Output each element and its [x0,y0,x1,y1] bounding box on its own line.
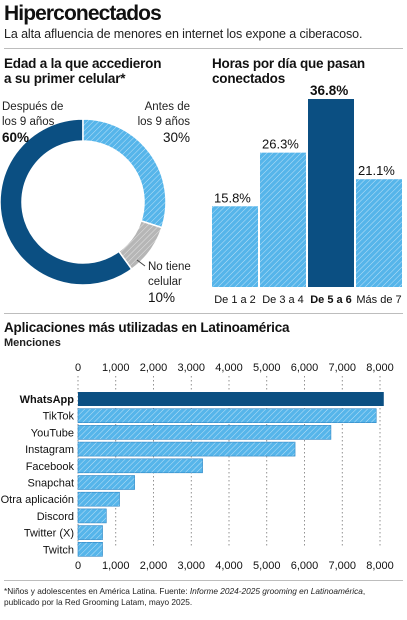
apps-category-label: Snapchat [28,478,74,490]
middle-divider [4,313,403,314]
donut-label-line2: los 9 años [2,116,55,128]
apps-tick-label-bottom: 8,000 [366,560,394,572]
apps-section-subtitle: Menciones [4,337,61,349]
apps-bar [77,508,107,524]
apps-tick-label-bottom: 3,000 [177,560,205,572]
top-divider [4,48,403,49]
apps-tick-label-bottom: 5,000 [253,560,281,572]
apps-tick-label-bottom: 1,000 [102,560,130,572]
bottom-divider [4,580,403,581]
apps-tick-label-top: 5,000 [253,362,281,374]
donut-label-line1: No tiene [148,261,191,273]
page-title: Hiperconectados [4,2,162,25]
apps-bar [77,408,377,424]
hours-value-label: 36.8% [310,83,348,98]
donut-label-line1: Después de [2,101,63,113]
donut-chart: Después de los 9 años 60% Antes de los 9 año… [0,101,191,305]
apps-tick-label-top: 7,000 [328,362,356,374]
hours-value-label: 26.3% [262,137,299,152]
apps-category-label: WhatsApp [20,394,75,406]
apps-tick-label-bottom: 7,000 [328,560,356,572]
apps-category-label: Twitter (X) [24,528,74,540]
apps-tick-label-bottom: 6,000 [291,560,319,572]
footnote-lead: *Niños y adolescentes en América Latina.… [4,586,190,596]
footnote-source-title: Informe 2024-2025 grooming en Latinoamér… [189,586,363,596]
hours-category-label: De 1 a 2 [214,294,256,306]
apps-category-label: TikTok [43,411,75,423]
hours-category-label: Más de 7 [356,294,401,306]
apps-bar [77,441,296,457]
apps-tick-label-top: 0 [75,362,81,374]
apps-bar [77,458,203,474]
hours-title-line2: conectados [212,71,286,86]
hours-value-label: 15.8% [214,190,251,205]
apps-bar-chart: 0 0 1,000 1,000 2,000 2,000 3,000 3,000 4,000 4,0… [1,362,394,572]
hours-value-label: 21.1% [358,163,395,178]
apps-tick-label-top: 2,000 [140,362,168,374]
apps-tick-label-bottom: 4,000 [215,560,243,572]
hours-category-label: De 3 a 4 [262,294,304,306]
hours-bar [356,179,402,287]
hours-title-line1: Horas por día que pasan [212,56,365,71]
donut-section-title: Edad a la que accedieron a su primer cel… [4,56,161,86]
apps-tick-label-top: 6,000 [291,362,319,374]
apps-tick-label-top: 3,000 [177,362,205,374]
apps-bar [77,475,135,490]
apps-bar [77,491,120,507]
footnote-tail: , publicado por la Red Grooming Latam, m… [4,586,366,607]
apps-category-label: Twitch [43,544,74,556]
apps-category-label: YouTube [31,427,74,439]
apps-bar [77,525,103,540]
donut-title-line1: Edad a la que accedieron [4,56,162,71]
apps-category-label: Facebook [26,461,75,473]
apps-bar [78,392,384,406]
donut-value-label: 60% [2,130,29,145]
apps-bar [77,425,332,440]
donut-slice [82,118,167,229]
hours-bar [308,99,354,287]
apps-tick-label-bottom: 0 [75,560,81,572]
apps-category-label: Instagram [25,444,74,456]
donut-value-label: 10% [148,290,175,305]
apps-category-label: Otra aplicación [1,494,74,506]
hours-bar [212,206,258,287]
apps-tick-label-top: 8,000 [366,362,394,374]
apps-section-title: Aplicaciones más utilizadas en Latinoamé… [4,320,290,335]
donut-leader-line [136,259,146,267]
hours-category-label: De 5 a 6 [310,294,352,306]
donut-slice [117,219,163,271]
apps-bar [77,542,103,557]
donut-slice [0,118,133,286]
donut-label-line2: celular [148,276,182,288]
donut-label-line2: los 9 años [138,116,191,128]
donut-title-line2: a su primer celular* [4,71,126,86]
footnote: *Niños y adolescentes en América Latina.… [4,586,402,608]
page-subtitle: La alta afluencia de menores en internet… [4,27,363,41]
hours-bar-chart: 15.8% De 1 a 2 26.3% De 3 a 4 36.8% De 5 a 6 2… [212,83,402,306]
donut-label-line1: Antes de [145,101,190,113]
donut-value-label: 30% [163,130,190,145]
apps-tick-label-bottom: 2,000 [140,560,168,572]
apps-tick-label-top: 1,000 [102,362,130,374]
apps-category-label: Discord [37,511,74,523]
apps-tick-label-top: 4,000 [215,362,243,374]
hours-section-title: Horas por día que pasan conectados [212,56,365,86]
hours-bar [260,152,306,287]
